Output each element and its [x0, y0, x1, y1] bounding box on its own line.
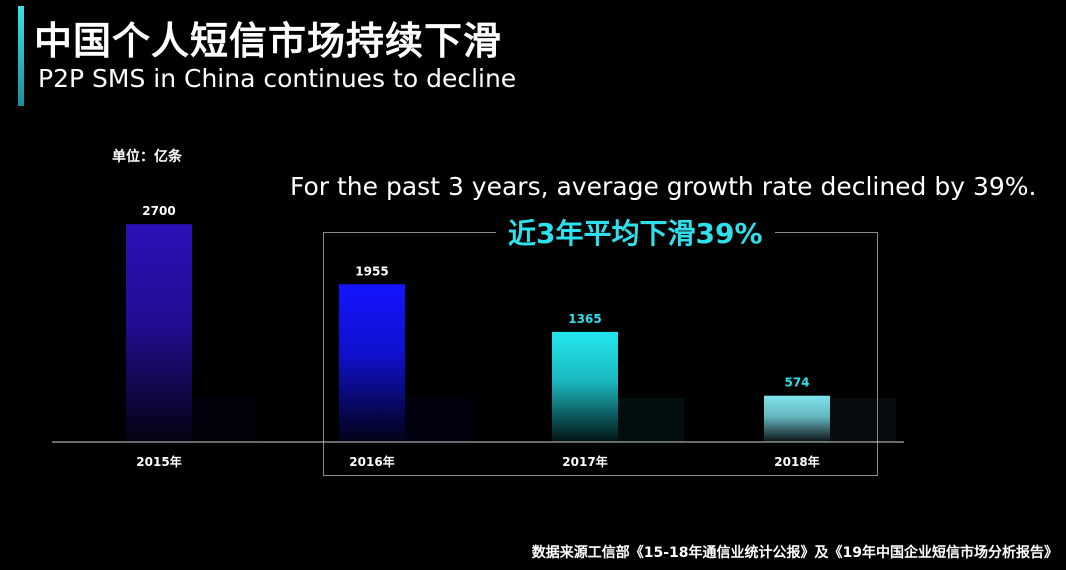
- bar-1: [339, 284, 405, 442]
- unit-label: 单位：亿条: [112, 149, 182, 165]
- data-source-note: 数据来源工信部《15-18年通信业统计公报》及《19年中国企业短信市场分析报告》: [531, 545, 1058, 561]
- value-label-2: 1365: [568, 312, 601, 326]
- title-accent-bar: [18, 6, 24, 106]
- value-label-3: 574: [784, 376, 809, 390]
- bars-layer: 2700 2015年 1955 2016年 1365 2017年 574 2018年: [126, 204, 896, 469]
- bar-shadow-2: [618, 398, 684, 442]
- bar-shadow-3: [830, 398, 896, 442]
- category-label-1: 2016年: [349, 454, 394, 469]
- bar-shadow-1: [405, 398, 471, 442]
- category-label-3: 2018年: [774, 454, 819, 469]
- category-label-0: 2015年: [136, 454, 181, 469]
- page-title-zh: 中国个人短信市场持续下滑: [34, 19, 503, 63]
- growth-note-en: For the past 3 years, average growth rat…: [290, 172, 1037, 201]
- bar-2: [552, 331, 618, 442]
- page-title-en: P2P SMS in China continues to decline: [38, 64, 517, 93]
- category-label-2: 2017年: [562, 454, 607, 469]
- bar-3: [764, 395, 830, 442]
- bar-0: [126, 224, 192, 442]
- value-label-1: 1955: [355, 264, 388, 278]
- growth-note-zh: 近3年平均下滑39%: [496, 212, 775, 252]
- bar-shadow-0: [192, 398, 258, 442]
- value-label-0: 2700: [142, 204, 175, 218]
